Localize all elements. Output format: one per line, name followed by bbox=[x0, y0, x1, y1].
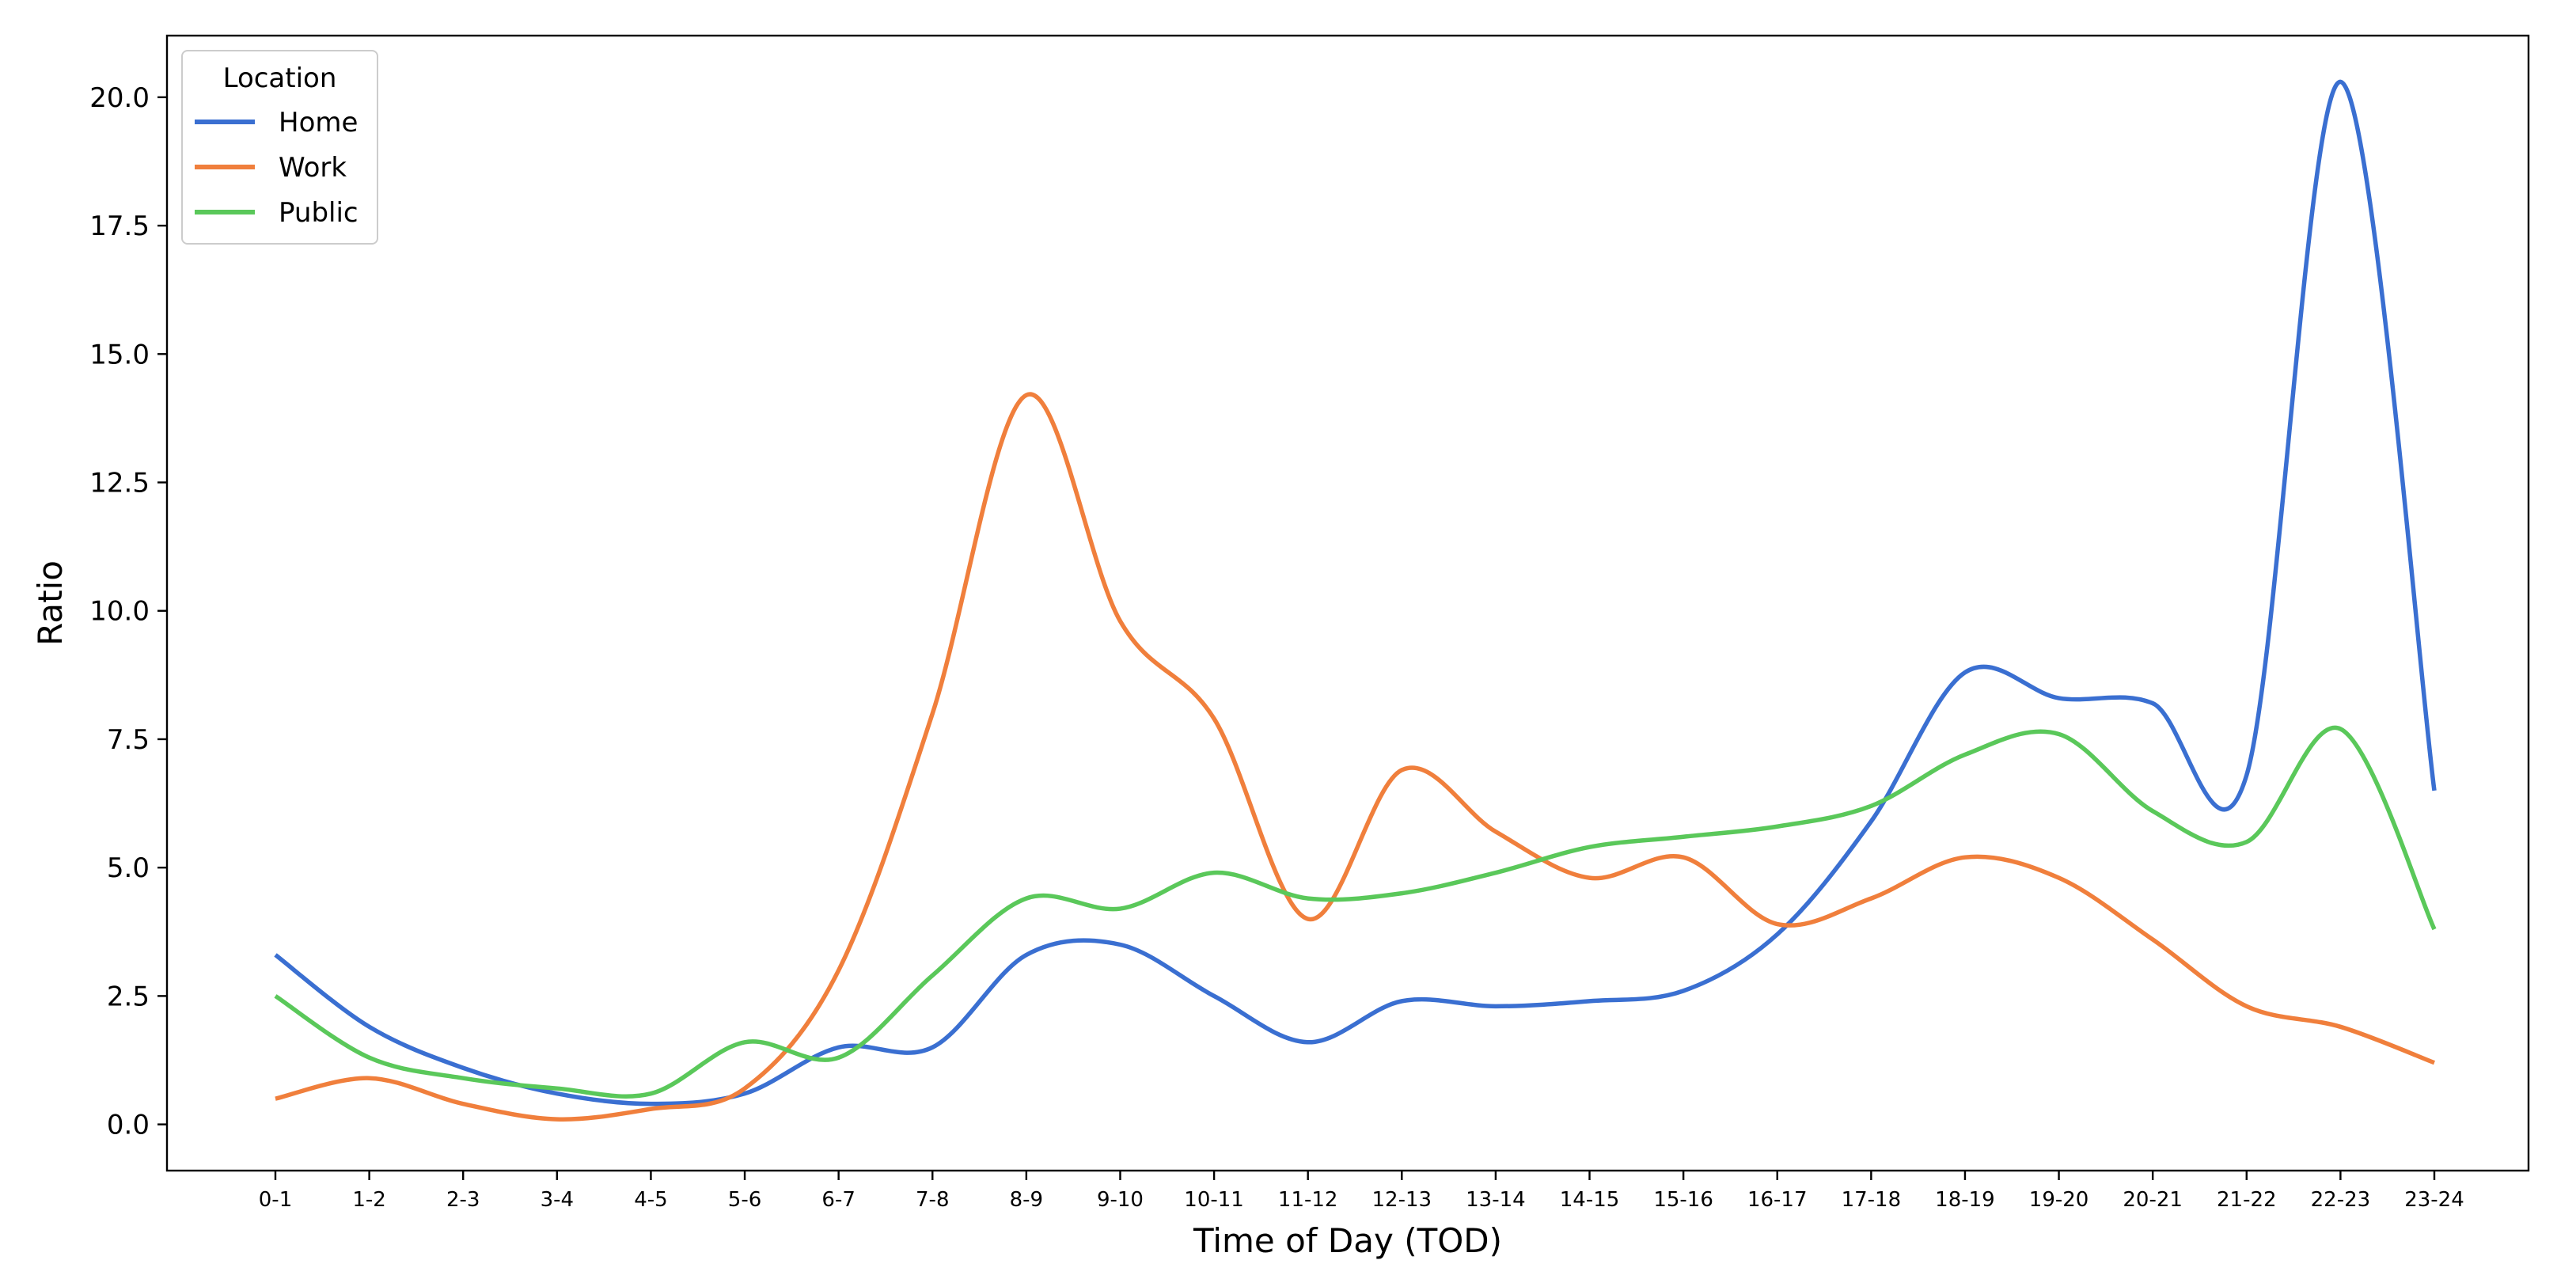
x-tick-label: 14-15 bbox=[1560, 1188, 1620, 1212]
y-axis: 0.0 2.5 5.0 7.5 10.0 12.5 15.0 17.5 20.0 bbox=[89, 82, 167, 1141]
y-tick-label: 15.0 bbox=[89, 339, 150, 370]
y-tick-label: 20.0 bbox=[89, 82, 150, 114]
x-axis: 0-1 1-2 2-3 3-4 4-5 5-6 6-7 7-8 8-9 9-10 10-11 11-1… bbox=[259, 1171, 2464, 1212]
plot-area-border bbox=[165, 34, 2530, 1172]
x-tick-label: 5-6 bbox=[728, 1188, 761, 1212]
x-tick-label: 15-16 bbox=[1653, 1188, 1713, 1212]
legend-label-work: Work bbox=[279, 152, 347, 184]
series-layer bbox=[274, 79, 2437, 1122]
legend-items: Home Work Public bbox=[195, 107, 359, 229]
x-tick-label: 20-21 bbox=[2123, 1188, 2183, 1212]
y-tick-label: 5.0 bbox=[107, 852, 150, 884]
x-tick-label: 19-20 bbox=[2029, 1188, 2089, 1212]
x-tick-label: 2-3 bbox=[446, 1188, 480, 1212]
x-tick-label: 4-5 bbox=[634, 1188, 667, 1212]
plot-frame bbox=[165, 34, 2530, 1172]
x-axis-title: Time of Day (TOD) bbox=[1193, 1221, 1502, 1260]
x-tick-label: 21-22 bbox=[2217, 1188, 2277, 1212]
x-tick-label: 3-4 bbox=[541, 1188, 574, 1212]
legend-label-home: Home bbox=[279, 107, 358, 139]
x-tick-label: 13-14 bbox=[1466, 1188, 1526, 1212]
y-tick-label: 12.5 bbox=[89, 468, 150, 499]
x-tick-label: 17-18 bbox=[1842, 1188, 1902, 1212]
legend-title: Location bbox=[223, 63, 337, 94]
series-line-public bbox=[274, 725, 2437, 1099]
legend-box bbox=[181, 50, 378, 245]
x-tick-label: 7-8 bbox=[916, 1188, 949, 1212]
y-tick-label: 10.0 bbox=[89, 596, 150, 628]
x-tick-label: 12-13 bbox=[1372, 1188, 1432, 1212]
y-tick-label: 17.5 bbox=[89, 211, 150, 242]
series-line-home bbox=[274, 79, 2437, 1106]
x-tick-label: 23-24 bbox=[2404, 1188, 2464, 1212]
x-tick-label: 22-23 bbox=[2311, 1188, 2371, 1212]
x-tick-label: 16-17 bbox=[1747, 1188, 1808, 1212]
y-axis-title: Ratio bbox=[31, 560, 70, 646]
x-tick-label: 11-12 bbox=[1278, 1188, 1338, 1212]
x-tick-label: 10-11 bbox=[1184, 1188, 1244, 1212]
y-tick-label: 7.5 bbox=[107, 724, 150, 756]
x-tick-label: 18-19 bbox=[1935, 1188, 1995, 1212]
legend: Location Home Work Public bbox=[181, 50, 378, 245]
x-tick-label: 6-7 bbox=[821, 1188, 855, 1212]
x-tick-label: 9-10 bbox=[1097, 1188, 1144, 1212]
x-tick-label: 1-2 bbox=[352, 1188, 385, 1212]
series-line-work bbox=[275, 392, 2435, 1122]
y-tick-label: 2.5 bbox=[107, 981, 150, 1012]
legend-label-public: Public bbox=[279, 197, 359, 229]
y-tick-label: 0.0 bbox=[107, 1110, 150, 1141]
x-tick-label: 0-1 bbox=[259, 1188, 292, 1212]
x-tick-label: 8-9 bbox=[1010, 1188, 1043, 1212]
